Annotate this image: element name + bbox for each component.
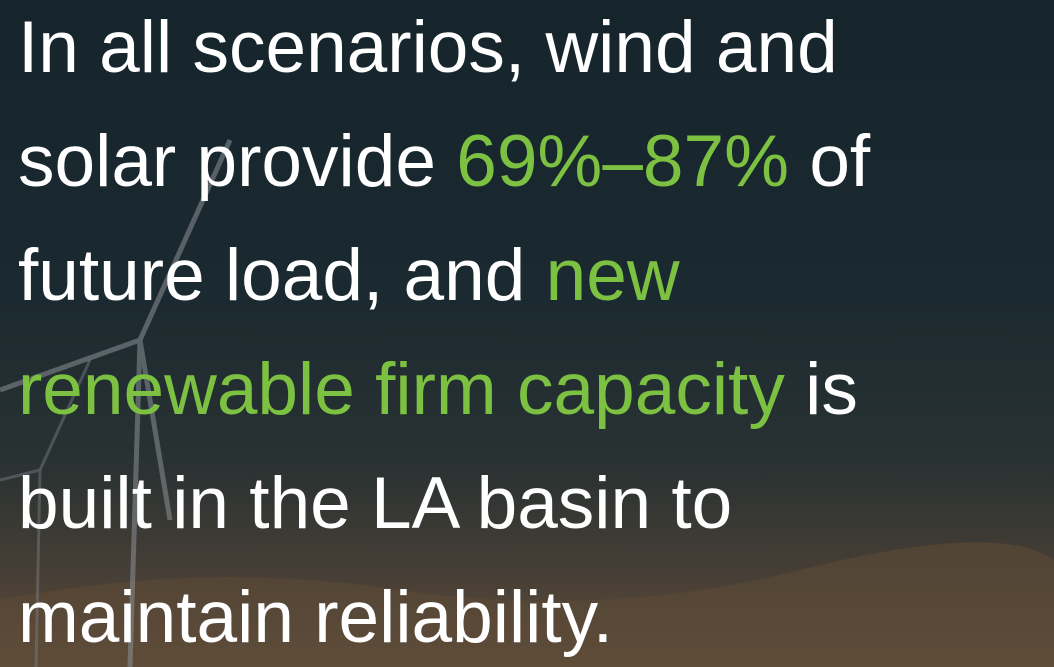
turbine bbox=[0, 138, 233, 667]
text-line: maintain reliability. bbox=[18, 561, 613, 667]
hills bbox=[0, 542, 1054, 667]
text-segment: 69%–87% bbox=[456, 121, 790, 202]
text-segment: solar provide bbox=[18, 121, 457, 202]
text-line: renewable firm capacity is bbox=[18, 333, 858, 447]
turbine bbox=[0, 359, 92, 667]
text-segment: In all scenarios, wind and bbox=[18, 7, 838, 88]
text-line: solar provide 69%–87% of bbox=[18, 105, 870, 219]
text-segment: built in the LA basin to bbox=[18, 463, 733, 544]
text-segment: of bbox=[789, 121, 871, 202]
text-line: In all scenarios, wind and bbox=[18, 0, 838, 105]
text-segment: future load, and bbox=[18, 235, 546, 316]
text-segment: renewable firm capacity bbox=[18, 349, 785, 430]
text-segment: maintain reliability. bbox=[18, 577, 614, 658]
text-segment: is bbox=[784, 349, 858, 430]
text-segment: new bbox=[545, 235, 680, 316]
text-line: built in the LA basin to bbox=[18, 447, 732, 561]
text-line: future load, and new bbox=[18, 219, 680, 333]
